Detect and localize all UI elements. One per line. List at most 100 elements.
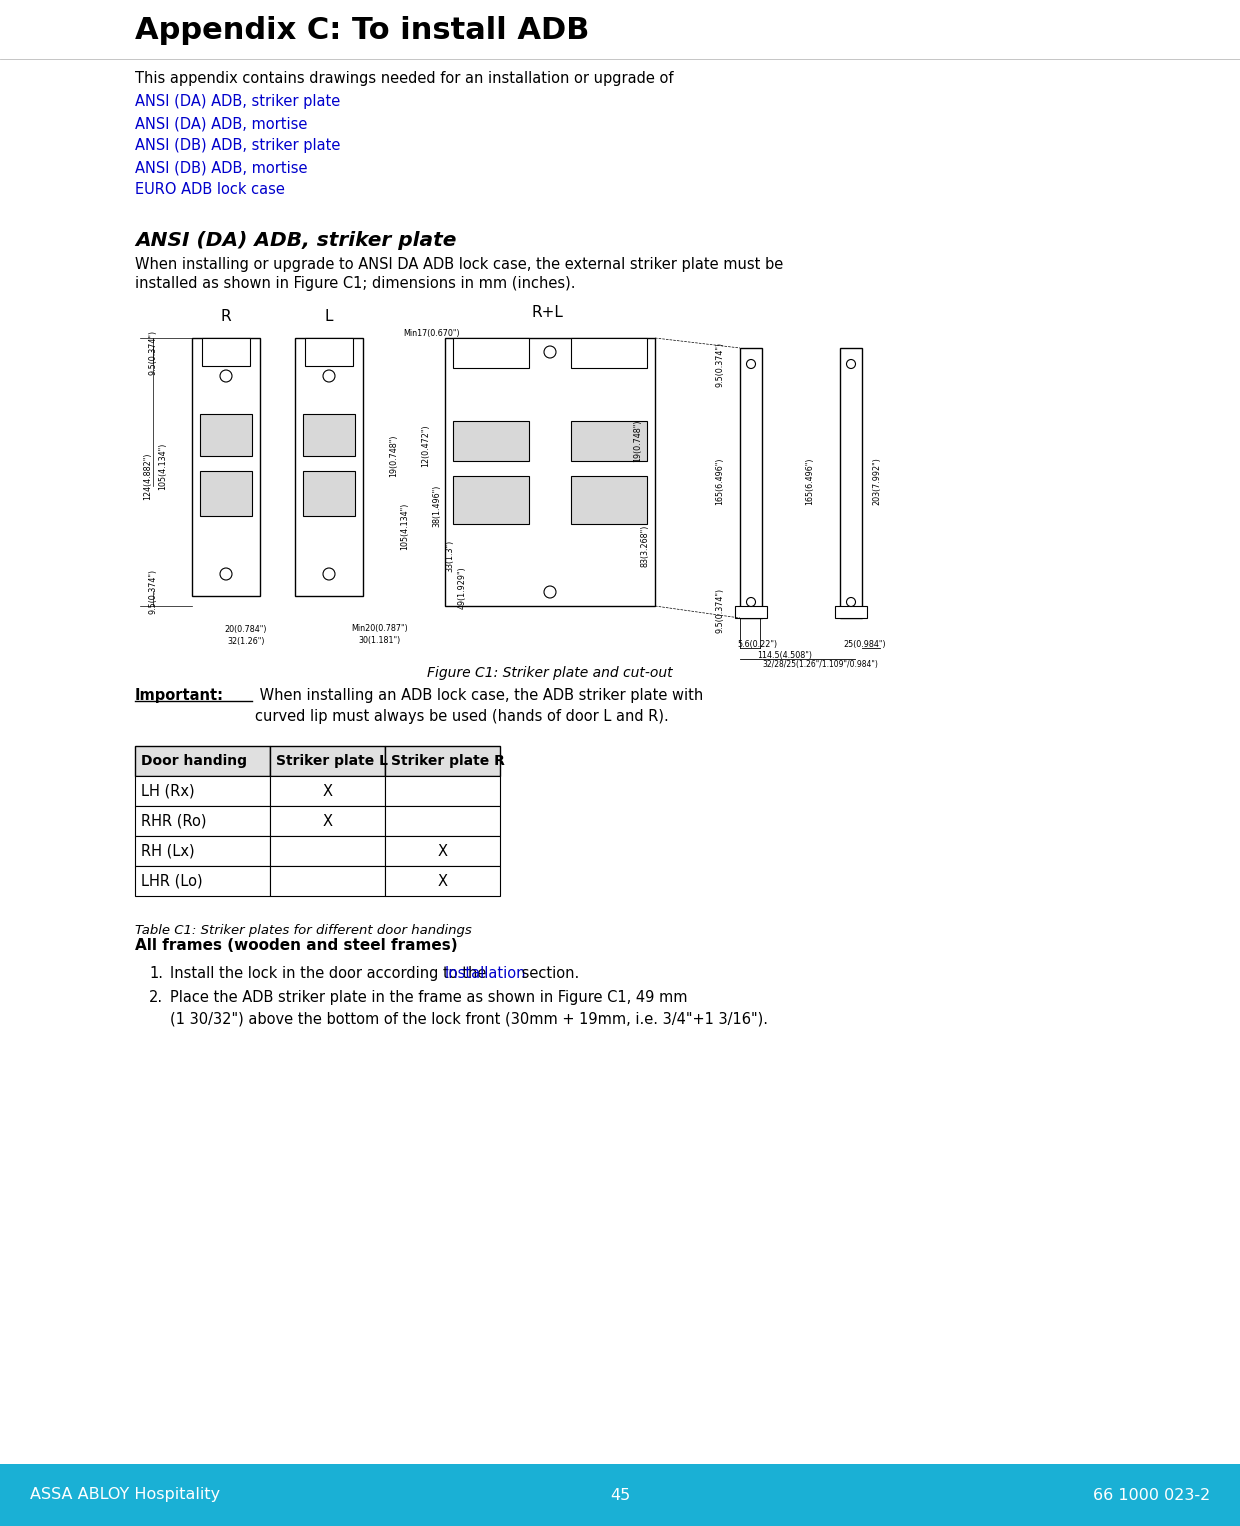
Bar: [384, 836, 500, 865]
Text: X: X: [322, 783, 332, 798]
Circle shape: [322, 568, 335, 580]
Bar: [570, 337, 647, 368]
Circle shape: [544, 346, 556, 359]
Text: Min17(0.670"): Min17(0.670"): [404, 328, 460, 337]
Text: section.: section.: [517, 966, 579, 981]
Bar: [735, 606, 768, 618]
Text: 5.6(0.22"): 5.6(0.22"): [737, 639, 777, 649]
Bar: [453, 337, 529, 368]
Text: All frames (wooden and steel frames): All frames (wooden and steel frames): [135, 938, 458, 954]
Text: Table C1: Striker plates for different door handings: Table C1: Striker plates for different d…: [135, 925, 471, 937]
Text: EURO ADB lock case: EURO ADB lock case: [135, 182, 285, 197]
Text: X: X: [322, 813, 332, 829]
Bar: [839, 348, 862, 618]
Text: When installing or upgrade to ANSI DA ADB lock case, the external striker plate : When installing or upgrade to ANSI DA AD…: [135, 256, 784, 272]
Text: Installation: Installation: [445, 966, 527, 981]
Text: RHR (Ro): RHR (Ro): [141, 813, 207, 829]
Bar: [270, 746, 384, 777]
Text: L: L: [325, 308, 334, 324]
Text: 9.5(0.374"): 9.5(0.374"): [715, 588, 724, 633]
Circle shape: [219, 369, 232, 382]
Text: 165(6.496"): 165(6.496"): [715, 458, 724, 505]
Bar: [445, 337, 655, 606]
Bar: [192, 337, 260, 597]
Circle shape: [746, 598, 755, 606]
Text: X: X: [438, 844, 448, 859]
Text: 66 1000 023-2: 66 1000 023-2: [1092, 1488, 1210, 1503]
Circle shape: [847, 360, 856, 368]
Circle shape: [544, 586, 556, 598]
Text: 9.5(0.374"): 9.5(0.374"): [149, 330, 157, 374]
Text: 49(1.929"): 49(1.929"): [458, 566, 466, 609]
Bar: [384, 865, 500, 896]
Text: Important:: Important:: [135, 688, 224, 703]
Text: 9.5(0.374"): 9.5(0.374"): [715, 342, 724, 386]
Bar: [453, 476, 529, 523]
Text: 25(0.984"): 25(0.984"): [843, 639, 887, 649]
Text: Door handing: Door handing: [141, 754, 247, 768]
Bar: [135, 746, 270, 777]
Text: 105(4.134"): 105(4.134"): [159, 443, 167, 490]
Text: 12(0.472"): 12(0.472"): [422, 424, 430, 467]
Text: LHR (Lo): LHR (Lo): [141, 873, 202, 888]
Text: ANSI (DA) ADB, striker plate: ANSI (DA) ADB, striker plate: [135, 230, 456, 250]
Text: 45: 45: [610, 1488, 630, 1503]
Bar: [135, 806, 270, 836]
Bar: [295, 337, 363, 597]
Text: 105(4.134"): 105(4.134"): [401, 502, 409, 549]
Bar: [270, 836, 384, 865]
Circle shape: [219, 568, 232, 580]
Bar: [740, 348, 763, 618]
Text: 203(7.992"): 203(7.992"): [873, 458, 882, 505]
Text: 124(4.882"): 124(4.882"): [144, 452, 153, 499]
Bar: [453, 421, 529, 461]
Text: 32(1.26"): 32(1.26"): [227, 636, 265, 645]
Bar: [384, 777, 500, 806]
Bar: [384, 746, 500, 777]
Text: 30(1.181"): 30(1.181"): [358, 635, 401, 644]
Text: 9.5(0.374"): 9.5(0.374"): [149, 569, 157, 613]
Text: ANSI (DA) ADB, striker plate: ANSI (DA) ADB, striker plate: [135, 95, 340, 108]
Text: Appendix C: To install ADB: Appendix C: To install ADB: [135, 15, 589, 44]
Text: Min20(0.787"): Min20(0.787"): [352, 624, 408, 632]
Bar: [270, 777, 384, 806]
Text: R+L: R+L: [531, 305, 563, 320]
Text: RH (Lx): RH (Lx): [141, 844, 195, 859]
Text: Place the ADB striker plate in the frame as shown in Figure C1, 49 mm: Place the ADB striker plate in the frame…: [170, 990, 687, 1006]
Circle shape: [746, 360, 755, 368]
Text: Striker plate L: Striker plate L: [277, 754, 388, 768]
Text: ANSI (DB) ADB, mortise: ANSI (DB) ADB, mortise: [135, 160, 308, 175]
Text: 20(0.784"): 20(0.784"): [224, 624, 268, 633]
Bar: [135, 865, 270, 896]
Text: ANSI (DB) ADB, striker plate: ANSI (DB) ADB, striker plate: [135, 137, 340, 153]
Text: Install the lock in the door according to the: Install the lock in the door according t…: [170, 966, 491, 981]
Bar: [0, 1463, 1240, 1526]
Text: Striker plate R: Striker plate R: [391, 754, 505, 768]
Bar: [270, 865, 384, 896]
Text: 38(1.496"): 38(1.496"): [433, 485, 441, 526]
Text: installed as shown in Figure C1; dimensions in mm (inches).: installed as shown in Figure C1; dimensi…: [135, 276, 575, 291]
Text: Figure C1: Striker plate and cut-out: Figure C1: Striker plate and cut-out: [428, 665, 673, 681]
Bar: [200, 414, 252, 456]
Bar: [135, 836, 270, 865]
Bar: [202, 337, 250, 366]
Bar: [270, 806, 384, 836]
Text: X: X: [438, 873, 448, 888]
Bar: [305, 337, 353, 366]
Text: ASSA ABLOY Hospitality: ASSA ABLOY Hospitality: [30, 1488, 221, 1503]
Text: 165(6.496"): 165(6.496"): [806, 458, 815, 505]
Text: 33(1.3"): 33(1.3"): [445, 540, 455, 572]
Bar: [135, 777, 270, 806]
Text: 83(3.268"): 83(3.268"): [641, 525, 650, 568]
Bar: [570, 476, 647, 523]
Text: (1 30/32") above the bottom of the lock front (30mm + 19mm, i.e. 3/4"+1 3/16").: (1 30/32") above the bottom of the lock …: [170, 1012, 768, 1025]
Text: 19(0.748"): 19(0.748"): [389, 435, 398, 478]
Text: 32/28/25(1.26"/1.109"/0.984"): 32/28/25(1.26"/1.109"/0.984"): [763, 659, 878, 668]
Bar: [384, 806, 500, 836]
Text: This appendix contains drawings needed for an installation or upgrade of: This appendix contains drawings needed f…: [135, 72, 673, 85]
Text: 2.: 2.: [149, 990, 162, 1006]
Bar: [200, 472, 252, 516]
Bar: [303, 472, 355, 516]
Bar: [835, 606, 867, 618]
Circle shape: [847, 598, 856, 606]
